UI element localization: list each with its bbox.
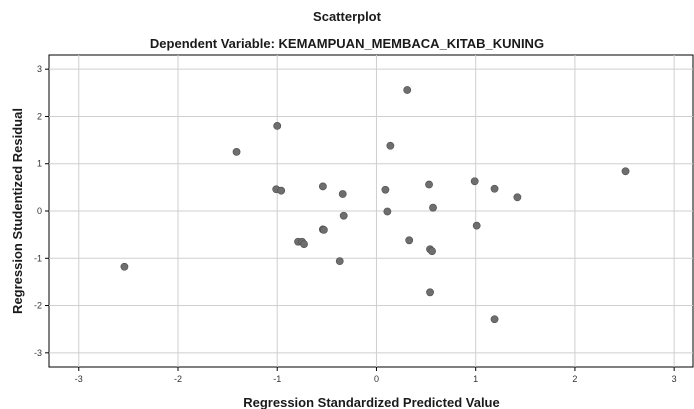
y-tick-label: 0	[37, 206, 42, 216]
data-point	[335, 257, 344, 266]
grid-lines	[45, 55, 693, 371]
data-point	[513, 193, 522, 202]
y-tick-label: -3	[34, 348, 42, 358]
data-point	[403, 86, 412, 94]
data-point	[383, 207, 392, 216]
x-tick-label: 0	[374, 374, 379, 384]
data-point	[425, 180, 433, 189]
y-tick-label: 1	[37, 159, 42, 169]
data-point	[428, 247, 436, 256]
data-point	[405, 236, 414, 245]
data-point	[490, 315, 499, 324]
x-tick-label: 3	[672, 374, 677, 384]
data-point	[381, 185, 390, 194]
x-tick-label: -2	[174, 374, 182, 384]
y-tick-label: -1	[34, 253, 42, 263]
data-point	[120, 262, 129, 271]
x-axis-title: Regression Standardized Predicted Value	[243, 395, 499, 409]
data-point	[339, 211, 348, 220]
data-point	[386, 141, 395, 150]
data-points	[120, 86, 630, 324]
y-tick-label: 2	[37, 111, 42, 121]
data-point	[273, 122, 282, 130]
data-point	[338, 190, 347, 198]
x-tick-label: -1	[273, 374, 281, 384]
data-point	[277, 186, 286, 195]
chart-subtitle: Dependent Variable: KEMAMPUAN_MEMBACA_KI…	[149, 36, 545, 51]
data-point	[300, 240, 308, 248]
tick-labels: -3 -2 -1 0 1 2 3 3 2 1 0 -1 -2 -3	[34, 64, 677, 384]
data-point	[429, 203, 437, 212]
data-point	[470, 177, 479, 186]
x-tick-label: 1	[473, 374, 478, 384]
y-axis-title: Regression Studentized Residual	[10, 108, 25, 314]
chart-title: Scatterplot	[313, 9, 381, 24]
data-point	[319, 226, 328, 234]
data-point	[621, 167, 630, 176]
data-point	[490, 184, 499, 193]
x-tick-label: 2	[572, 374, 577, 384]
data-point	[318, 182, 327, 191]
x-tick-label: -3	[75, 374, 83, 384]
data-point	[232, 148, 241, 156]
data-point	[472, 221, 481, 230]
data-point	[426, 288, 434, 297]
y-tick-label: 3	[37, 64, 42, 74]
y-tick-label: -2	[34, 301, 42, 311]
